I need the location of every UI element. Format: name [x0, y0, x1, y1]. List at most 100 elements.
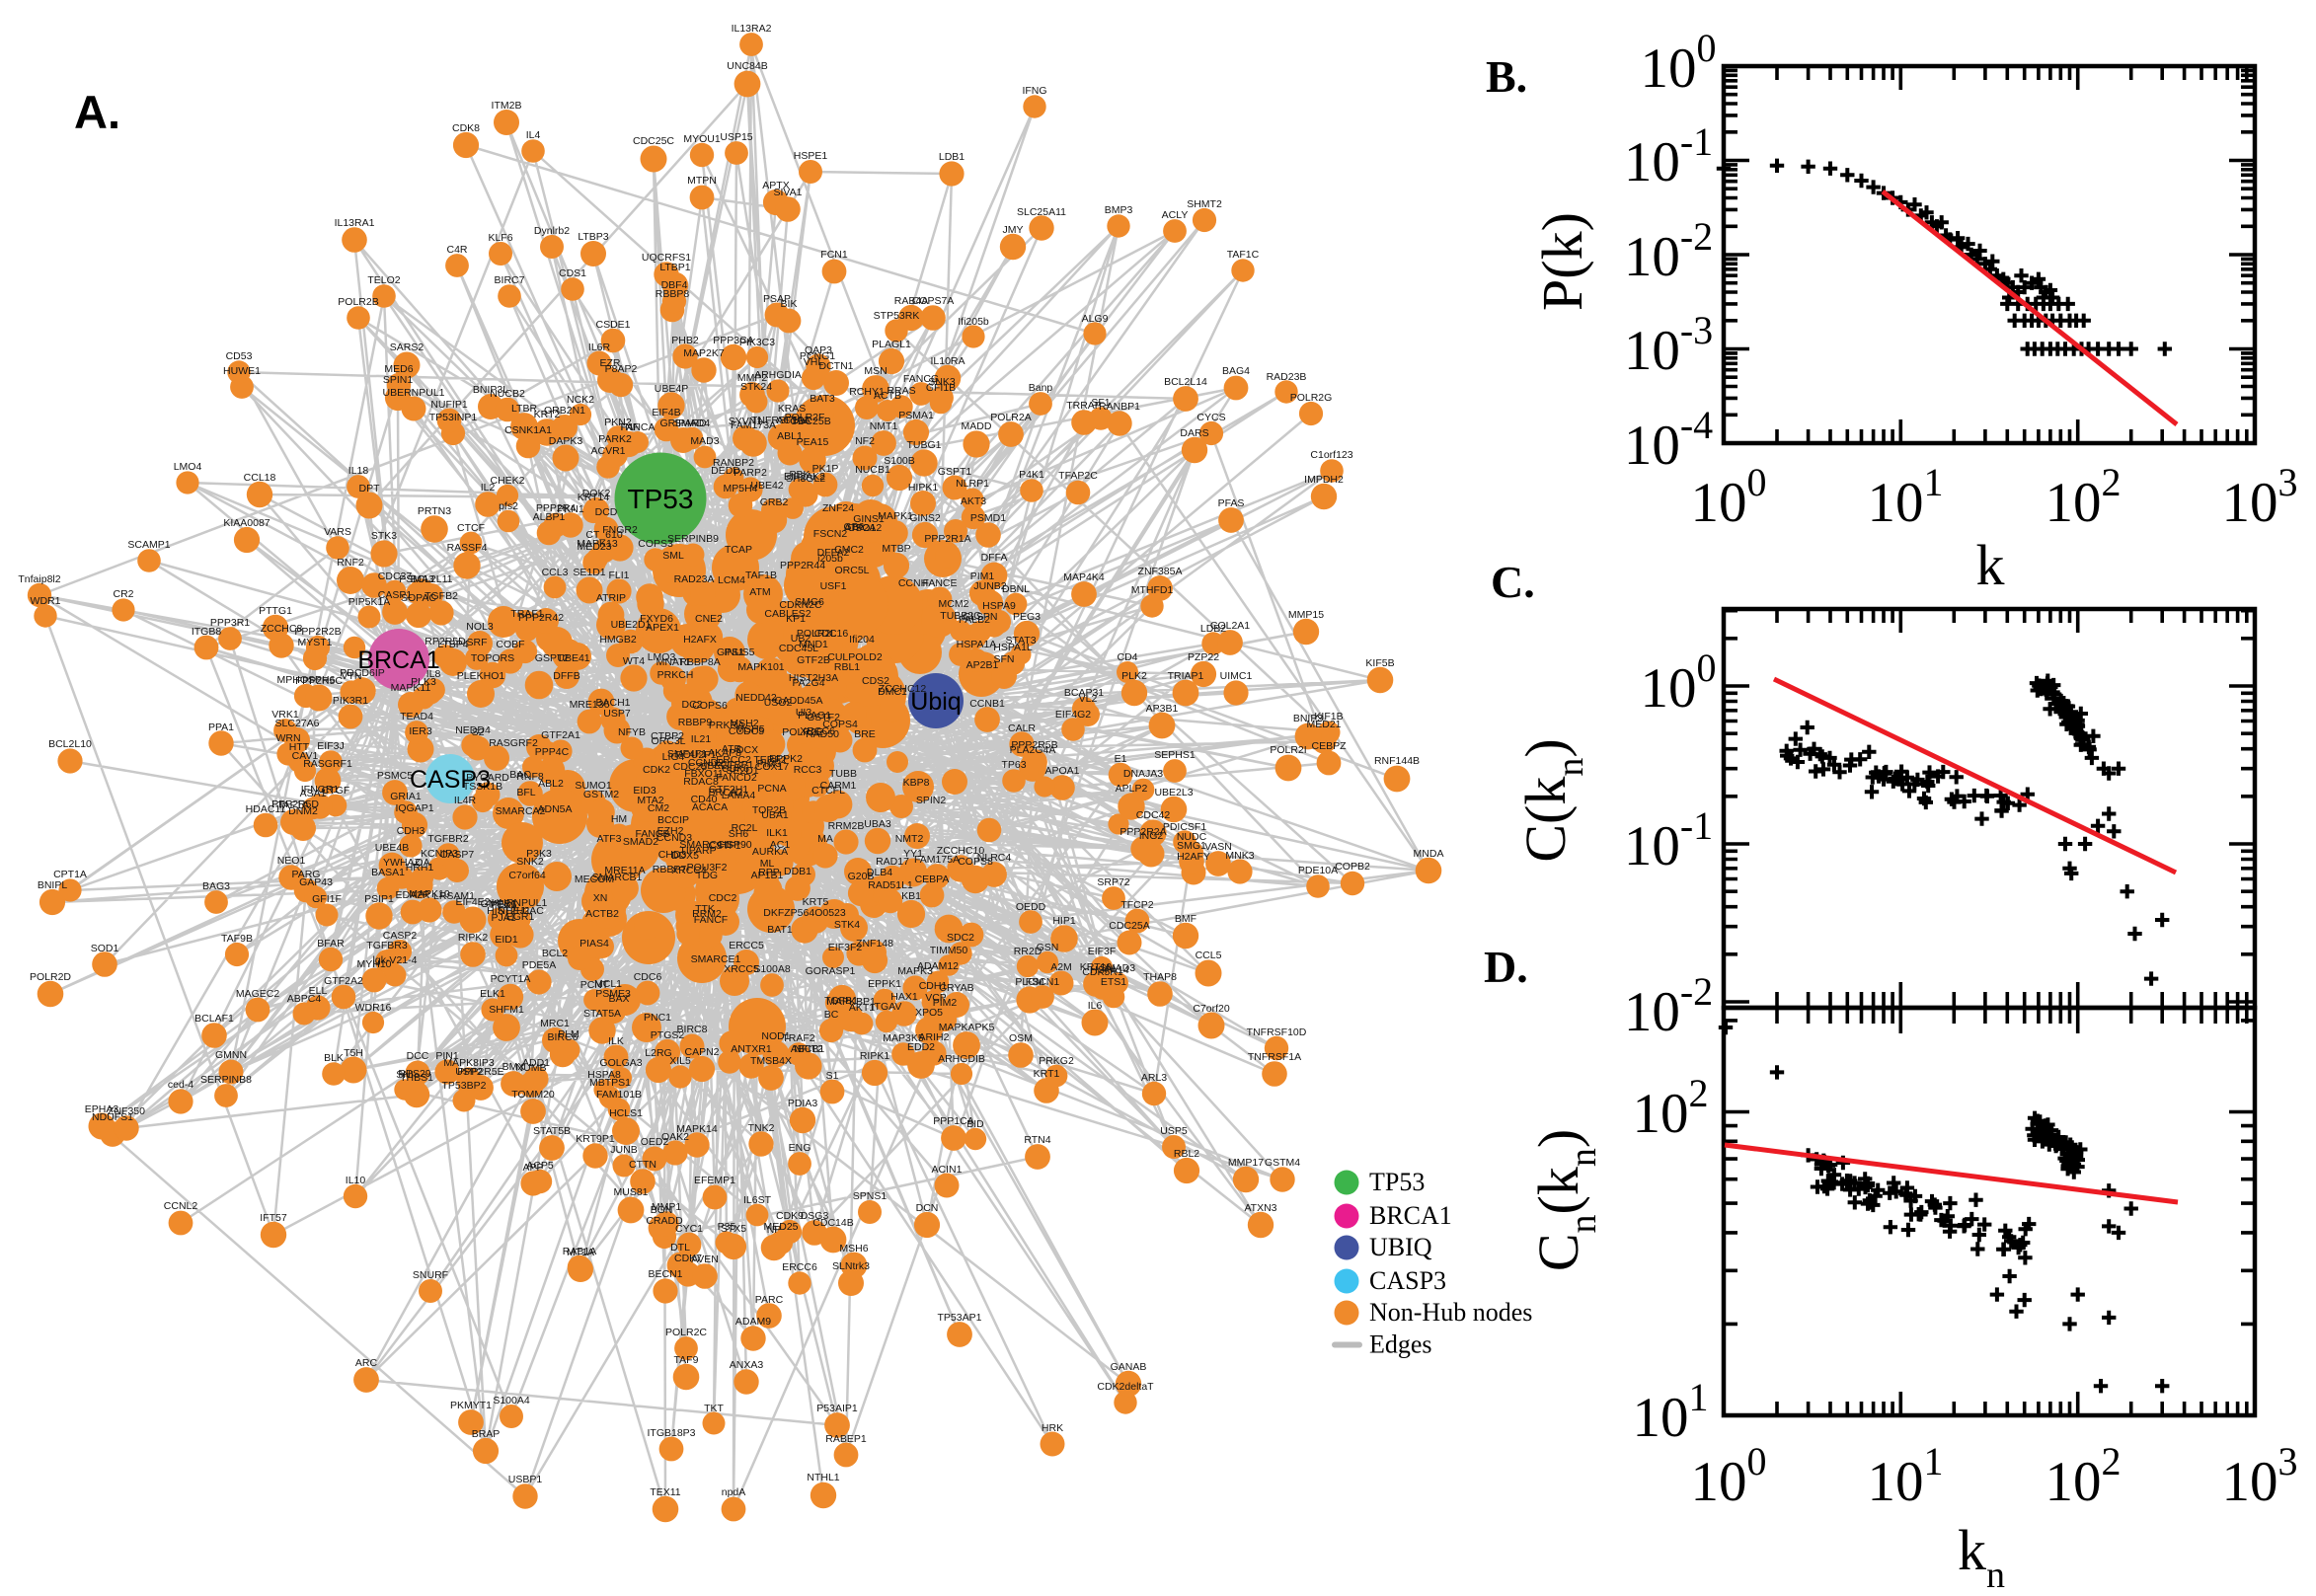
svg-text:NEDD42: NEDD42 [735, 692, 777, 704]
svg-text:PPA1: PPA1 [208, 722, 234, 733]
svg-text:KRT10: KRT10 [1080, 961, 1113, 973]
svg-text:GRIA1: GRIA1 [390, 791, 422, 802]
svg-text:GAP43: GAP43 [299, 876, 333, 888]
svg-text:RPS29: RPS29 [398, 1068, 430, 1080]
svg-text:CDC2: CDC2 [709, 892, 737, 904]
svg-text:PSME3: PSME3 [595, 988, 631, 1000]
svg-text:SERPINB9: SERPINB9 [667, 533, 719, 545]
svg-text:BAT1: BAT1 [767, 924, 793, 936]
svg-text:FAM173A: FAM173A [731, 419, 776, 431]
svg-text:PPP3CA: PPP3CA [713, 335, 753, 346]
svg-text:UBE42: UBE42 [750, 480, 783, 492]
svg-text:THAP8: THAP8 [1143, 971, 1177, 983]
svg-text:USP5: USP5 [1160, 1125, 1188, 1137]
svg-text:RPP: RPP [758, 867, 780, 878]
svg-text:CRADD: CRADD [646, 1215, 683, 1227]
svg-text:TP53: TP53 [1369, 1168, 1425, 1196]
svg-text:BAG3: BAG3 [202, 880, 230, 892]
svg-text:EDA2R: EDA2R [395, 889, 429, 901]
svg-text:CLSPN: CLSPN [963, 611, 997, 623]
svg-text:UBE2L3: UBE2L3 [1154, 787, 1193, 798]
svg-text:HIST2H3A: HIST2H3A [789, 672, 838, 684]
svg-text:CR2: CR2 [113, 588, 133, 600]
svg-text:APEX1: APEX1 [646, 622, 679, 634]
svg-text:ACTB2: ACTB2 [585, 908, 619, 920]
svg-text:D.: D. [1484, 942, 1528, 992]
svg-text:USF1: USF1 [820, 580, 847, 592]
svg-text:NUCB2: NUCB2 [490, 388, 525, 400]
svg-text:KIF5B: KIF5B [1365, 657, 1394, 669]
svg-text:WDR16: WDR16 [355, 1002, 392, 1014]
svg-text:COPS6: COPS6 [692, 700, 728, 712]
svg-text:PPP2R5B: PPP2R5B [1011, 739, 1057, 751]
svg-text:UI3: UI3 [796, 707, 812, 719]
svg-text:RCC3: RCC3 [794, 764, 822, 776]
svg-text:RANBP1: RANBP1 [1099, 401, 1140, 413]
svg-text:MAPKBP1: MAPKBP1 [826, 996, 876, 1008]
svg-text:RNF8: RNF8 [516, 771, 544, 783]
svg-text:COL2A1: COL2A1 [1210, 620, 1250, 632]
svg-text:RNF144B: RNF144B [1374, 755, 1420, 767]
svg-text:COPS8: COPS8 [958, 856, 993, 868]
svg-text:MPHOSPH6: MPHOSPH6 [277, 674, 336, 686]
svg-text:DKFZP564O0523: DKFZP564O0523 [763, 907, 846, 919]
svg-text:RBBP8: RBBP8 [656, 288, 690, 300]
svg-text:GINS2: GINS2 [909, 512, 941, 524]
svg-text:PARC: PARC [755, 1294, 784, 1306]
svg-text:TNF: TNF [619, 421, 639, 433]
svg-text:USP7: USP7 [603, 708, 631, 720]
svg-text:IL2: IL2 [481, 482, 496, 494]
svg-text:XRCC6: XRCC6 [800, 725, 835, 737]
svg-text:TGFBR3: TGFBR3 [366, 940, 408, 951]
svg-text:RCHY1: RCHY1 [849, 386, 885, 398]
svg-text:ACTA1: ACTA1 [776, 415, 809, 426]
svg-text:BAX: BAX [608, 993, 629, 1005]
svg-text:TFAP2C: TFAP2C [1058, 470, 1098, 482]
svg-text:LTBP1: LTBP1 [659, 262, 690, 273]
svg-text:POLR2D: POLR2D [30, 971, 71, 983]
svg-text:POLR2C: POLR2C [665, 1327, 707, 1338]
svg-text:SOD1: SOD1 [91, 943, 119, 954]
svg-text:DOK2: DOK2 [582, 488, 611, 499]
svg-text:MAPK14: MAPK14 [676, 1123, 718, 1135]
svg-text:PPP2R5D: PPP2R5D [271, 798, 319, 810]
svg-text:DDB1: DDB1 [784, 866, 811, 877]
svg-text:POLR2A: POLR2A [990, 412, 1031, 423]
svg-text:TERF2: TERF2 [753, 754, 786, 766]
svg-text:MT1A: MT1A [567, 1247, 594, 1258]
svg-text:PPP2R44: PPP2R44 [780, 560, 825, 571]
svg-text:KLF6: KLF6 [488, 232, 512, 244]
svg-text:UBE41: UBE41 [557, 652, 589, 664]
svg-text:GTF2B: GTF2B [797, 654, 830, 666]
svg-text:LMO3: LMO3 [648, 651, 676, 663]
svg-text:MECOM: MECOM [575, 874, 614, 885]
svg-text:MAPK3: MAPK3 [897, 965, 933, 977]
svg-text:DEDD: DEDD [711, 465, 740, 477]
svg-text:ADAM12: ADAM12 [917, 960, 959, 972]
svg-text:EIF4G2: EIF4G2 [1055, 709, 1091, 721]
svg-text:MA: MA [817, 833, 833, 845]
svg-text:A.: A. [74, 86, 120, 138]
svg-text:GTF2H1: GTF2H1 [709, 784, 748, 796]
svg-text:SMF4F1: SMF4F1 [667, 748, 707, 760]
svg-text:CDK6: CDK6 [722, 763, 749, 775]
svg-text:MMP15: MMP15 [1288, 609, 1324, 621]
svg-text:RTN4: RTN4 [1024, 1134, 1050, 1146]
svg-text:ACIN1: ACIN1 [932, 1164, 963, 1176]
svg-text:PLM: PLM [558, 1028, 579, 1040]
svg-text:PPP4C: PPP4C [535, 746, 570, 758]
svg-text:IL10: IL10 [346, 1175, 366, 1186]
svg-text:CABLES2: CABLES2 [764, 608, 811, 620]
svg-text:EZH2: EZH2 [657, 825, 684, 837]
svg-text:BCL2: BCL2 [542, 948, 568, 959]
svg-text:USO2: USO2 [764, 697, 793, 709]
svg-text:GTF2A2: GTF2A2 [324, 975, 363, 987]
svg-text:OSM: OSM [1009, 1032, 1033, 1044]
svg-text:APTX: APTX [762, 180, 789, 191]
svg-text:RR2D: RR2D [1014, 946, 1042, 957]
svg-text:C7orf20: C7orf20 [1193, 1003, 1230, 1015]
svg-text:PLEKHO1: PLEKHO1 [457, 670, 505, 682]
svg-text:ABCB1: ABCB1 [791, 1043, 825, 1055]
svg-text:MAPK11: MAPK11 [391, 682, 431, 694]
svg-text:BRE: BRE [854, 728, 876, 740]
